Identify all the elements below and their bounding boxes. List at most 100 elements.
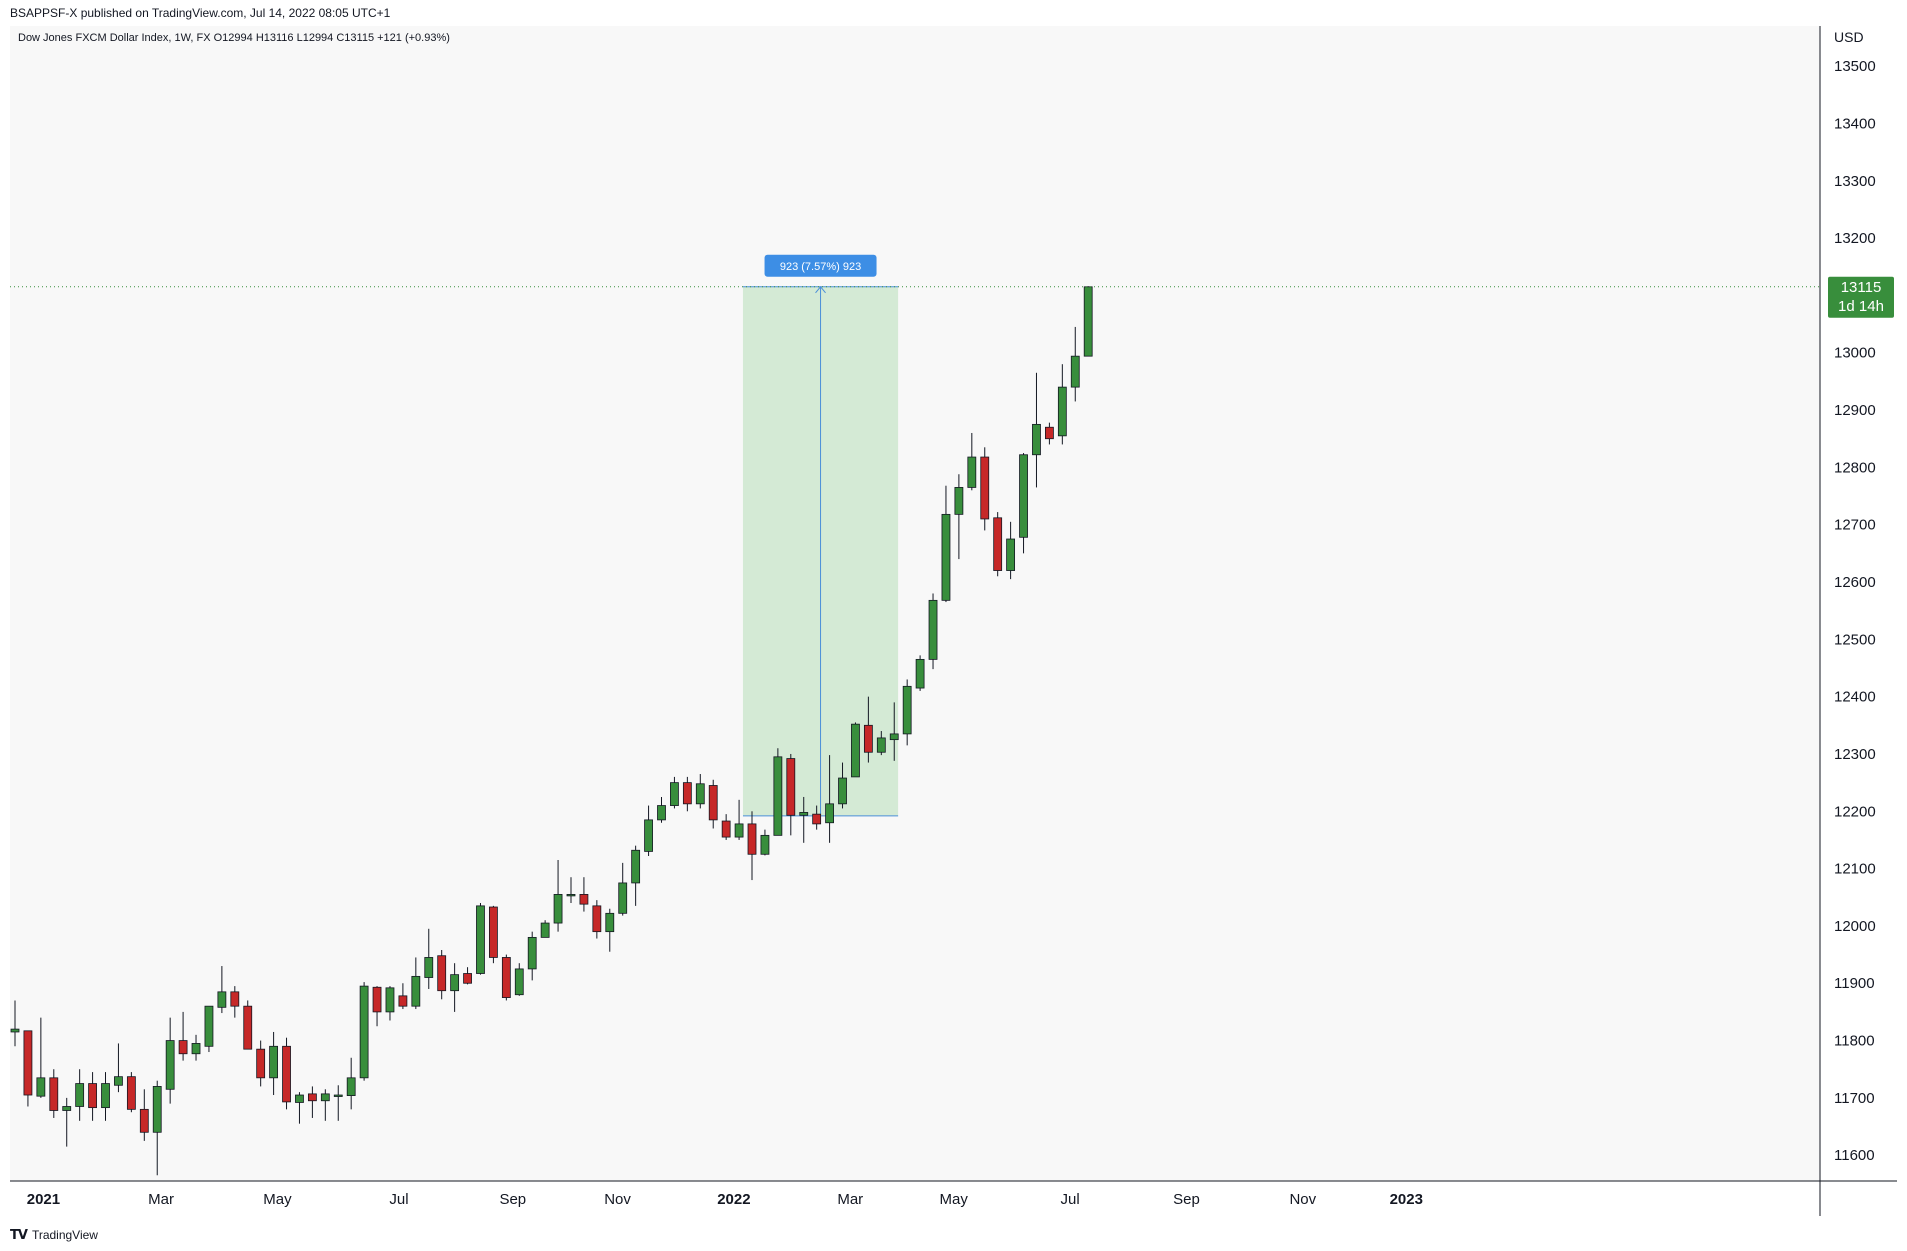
price-tick-label: 12000 (1834, 918, 1876, 935)
candle (165, 1017, 175, 1104)
candle-body (230, 991, 240, 1007)
time-tick-label: 2022 (717, 1191, 750, 1208)
footer-brand[interactable]: TradingView (31, 1228, 98, 1242)
price-tick-label: 12800 (1834, 459, 1876, 476)
candle (1070, 326, 1080, 402)
candle-body (88, 1083, 97, 1109)
candle-body (10, 1028, 20, 1033)
candle-body (152, 1086, 162, 1133)
candle (1083, 286, 1093, 357)
publish-line: BSAPPSF-X published on TradingView.com, … (10, 6, 391, 20)
candle-body (385, 987, 395, 1013)
candle-body (980, 456, 990, 520)
candle (670, 776, 679, 809)
candle (204, 1005, 214, 1053)
tradingview-logo-icon[interactable]: 𝗧𝗩 (10, 1227, 28, 1242)
last-price-tag: 13115 1d 14h (1828, 276, 1894, 318)
candle-body (1045, 426, 1054, 440)
candle (566, 877, 576, 903)
candle (178, 1011, 188, 1061)
candle-body (476, 905, 485, 974)
candle (863, 696, 873, 763)
time-tick-label: Nov (1289, 1191, 1316, 1208)
time-tick-label: May (940, 1191, 969, 1208)
candle-body (295, 1094, 304, 1103)
candle-body (398, 995, 408, 1007)
candle-body (695, 783, 705, 805)
candle-body (863, 724, 873, 753)
candle (799, 796, 809, 843)
candle (152, 1080, 162, 1176)
candle (489, 905, 498, 964)
candle-body (424, 957, 434, 978)
candle-body (1032, 423, 1041, 456)
measure-arrow-head (815, 286, 826, 294)
candle-body (62, 1106, 72, 1111)
candle-body (501, 957, 511, 998)
candlestick-chart[interactable]: 923 (7.57%) 923 Dow Jones FXCM Dollar In… (10, 26, 1897, 1216)
candle-body (1019, 454, 1028, 538)
chart-frame[interactable]: 923 (7.57%) 923 Dow Jones FXCM Dollar In… (10, 26, 1897, 1216)
candle-body (941, 513, 951, 601)
candle (695, 774, 705, 809)
candle-body (191, 1043, 201, 1055)
candle-body (540, 922, 550, 938)
candle (889, 702, 899, 761)
candle (618, 862, 628, 916)
candle-body (993, 517, 1003, 571)
candle (437, 950, 447, 1000)
candle-body (217, 991, 227, 1008)
candle-body (592, 905, 602, 933)
candle-body (889, 733, 899, 741)
candle-body (256, 1048, 266, 1079)
candle (385, 986, 395, 1021)
candle (23, 1030, 33, 1107)
price-tick-label: 12200 (1834, 803, 1876, 820)
candle (605, 908, 615, 952)
time-axis[interactable]: 2021 Mar May Jul Sep Nov 2022 Mar May Jul Sep Nov 20… (27, 1191, 1423, 1208)
price-tick-label: 11700 (1834, 1090, 1875, 1107)
candle-body (333, 1094, 343, 1097)
candle-body (101, 1083, 110, 1109)
candle-body (851, 723, 860, 778)
price-tick-label: 12600 (1834, 574, 1876, 591)
candle-body (49, 1077, 59, 1111)
time-tick-label: May (263, 1191, 292, 1208)
candle-body (618, 882, 628, 914)
candle-body (553, 893, 563, 924)
candle-body (825, 803, 834, 824)
candle-body (489, 906, 498, 958)
candle-body (307, 1093, 317, 1102)
price-range-measure[interactable]: 923 (7.57%) 923 (742, 254, 899, 817)
measure-label: 923 (7.57%) 923 (780, 261, 861, 273)
candle-body (605, 912, 615, 933)
candle (786, 753, 796, 836)
candle (230, 986, 240, 1018)
candle-body (786, 758, 796, 816)
candle (139, 1089, 149, 1141)
candle-body (1083, 286, 1093, 357)
candles-layer (10, 286, 1093, 1176)
candle (514, 963, 524, 996)
candle-body (23, 1030, 33, 1096)
last-price-value: 13115 (1841, 279, 1882, 296)
candle-body (838, 777, 847, 805)
candle (101, 1072, 110, 1121)
currency-label: USD (1834, 29, 1864, 45)
candle (967, 432, 977, 491)
candle (191, 1034, 201, 1061)
candle (256, 1040, 266, 1087)
price-tick-label: 13400 (1834, 115, 1876, 132)
price-tick-label: 13000 (1834, 345, 1876, 362)
price-tick-label: 11800 (1834, 1033, 1875, 1050)
candle (915, 655, 925, 691)
candle (114, 1043, 123, 1093)
candle (501, 954, 511, 1001)
candle-body (682, 782, 692, 805)
time-tick-label: Jul (389, 1191, 408, 1208)
price-tick-label: 13300 (1834, 173, 1876, 190)
price-axis[interactable]: 11600 11700 11800 11900 12000 12100 12200 12300… (1834, 58, 1876, 1164)
candle-body (760, 834, 770, 855)
price-tick-label: 12400 (1834, 689, 1876, 706)
candle-body (1006, 538, 1016, 571)
